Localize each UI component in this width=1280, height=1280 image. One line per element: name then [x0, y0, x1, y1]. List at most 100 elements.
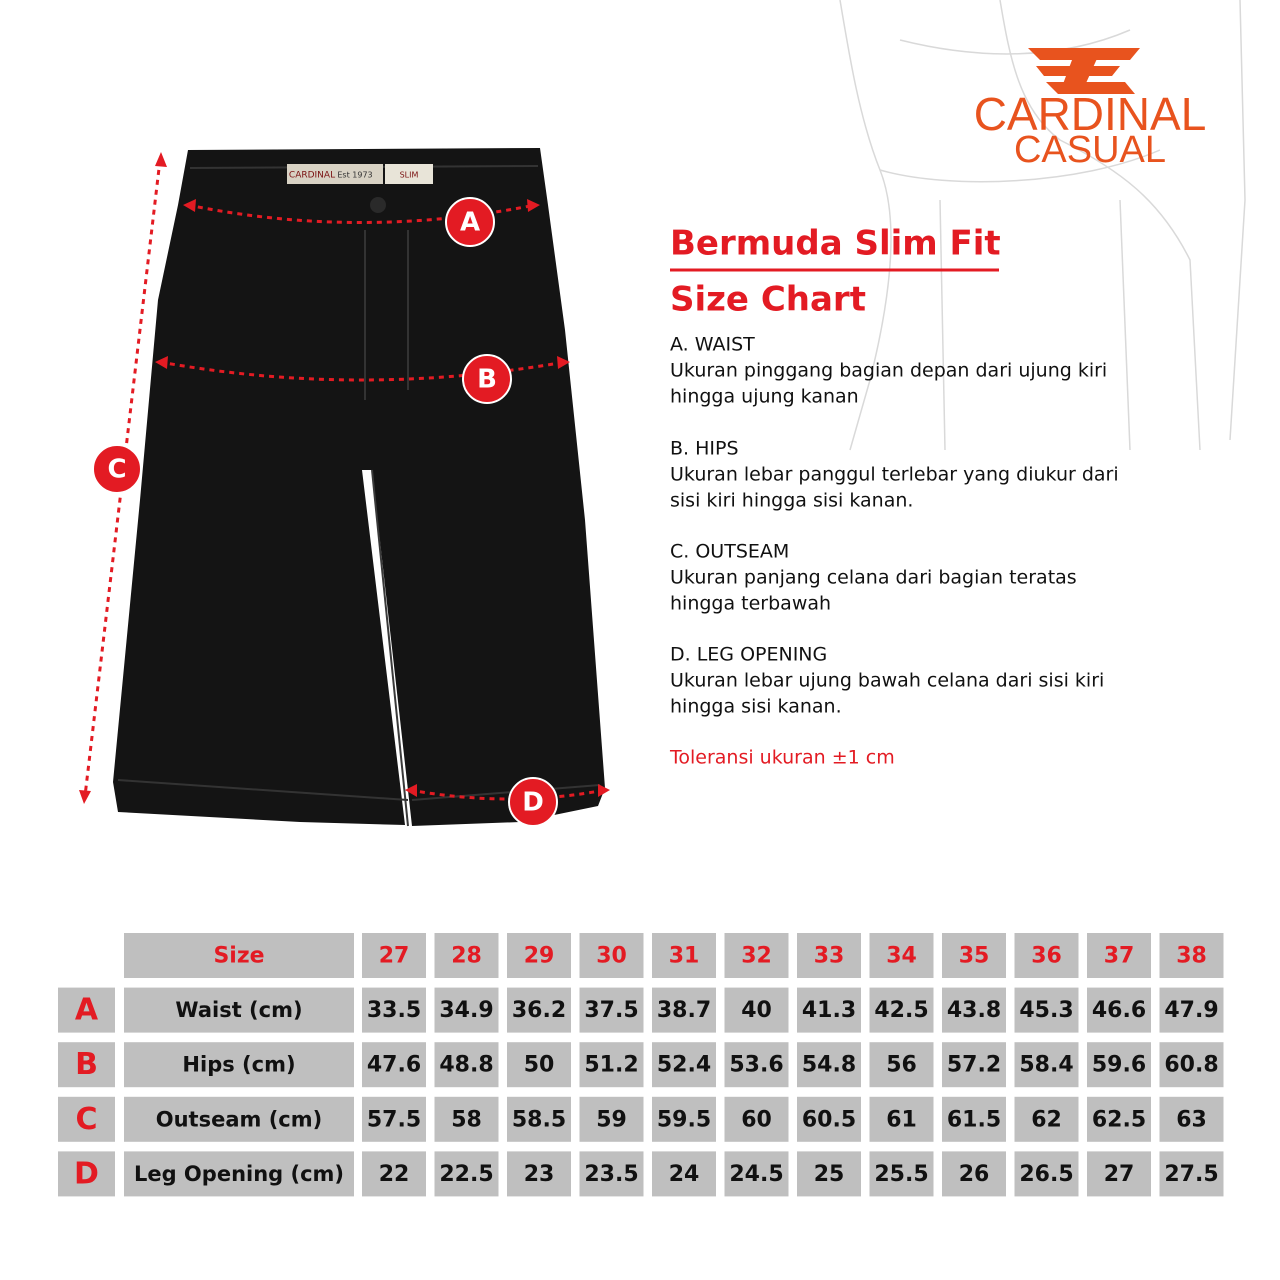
value-cell: [724, 1042, 789, 1088]
value: 60.8: [1164, 1053, 1218, 1078]
value-cell: [362, 987, 426, 1033]
value-cell: [507, 1096, 571, 1142]
measure-text: Ukuran lebar panggul terlebar yang diuku…: [670, 464, 1119, 486]
header-cell: [724, 933, 789, 978]
header-cell: [942, 933, 1006, 978]
size-table: Size 27 28 29 30 31 32 33 34 35 36 37 38 A Waist (cm) 3…: [58, 933, 1224, 1197]
value: 51.2: [584, 1053, 638, 1078]
size-label: 27: [379, 944, 410, 969]
value: 57.2: [947, 1053, 1001, 1078]
size-label: 31: [669, 944, 700, 969]
value-cell: [1014, 1151, 1079, 1197]
value-cell: [942, 1151, 1006, 1197]
measure-heading: A. WAIST: [670, 334, 755, 356]
value-cell: [652, 1096, 716, 1142]
brand-line1: CARDINAL: [974, 88, 1207, 140]
value: 22: [379, 1162, 410, 1187]
value: 25: [814, 1162, 845, 1187]
value-cell: [869, 1042, 934, 1088]
value: 22.5: [439, 1162, 493, 1187]
value: 36.2: [512, 998, 566, 1023]
value-cell: [1014, 1096, 1079, 1142]
value: 45.3: [1019, 998, 1073, 1023]
measure-heading: B. HIPS: [670, 438, 739, 460]
value-cell: [869, 1151, 934, 1197]
value: 42.5: [874, 998, 928, 1023]
header-cell: [124, 933, 354, 978]
value: 40: [741, 998, 772, 1023]
value: 62.5: [1092, 1107, 1146, 1132]
value: 60.5: [802, 1107, 856, 1132]
value: 47.6: [367, 1053, 421, 1078]
value-cell: [362, 1151, 426, 1197]
value: 47.9: [1164, 998, 1218, 1023]
tolerance: Toleransi ukuran ±1 cm: [669, 747, 895, 769]
value-cell: [579, 1042, 644, 1088]
subtitle: Size Chart: [670, 280, 866, 320]
measure-heading: D. LEG OPENING: [670, 644, 827, 666]
value-cell: [797, 1096, 861, 1142]
value-cell: [507, 987, 571, 1033]
value-cell: [1014, 987, 1079, 1033]
value-cell: [724, 1096, 789, 1142]
value-cell: [797, 1042, 861, 1088]
row-letter: B: [75, 1047, 98, 1082]
badge-circle: [508, 777, 558, 827]
header-cell: [362, 933, 426, 978]
value-cell: [652, 987, 716, 1033]
value: 43.8: [947, 998, 1001, 1023]
badge-circle: [445, 197, 495, 247]
value: 26.5: [1019, 1162, 1073, 1187]
value-cell: [1014, 1042, 1079, 1088]
value-cell: [362, 1096, 426, 1142]
row-label: Waist (cm): [175, 998, 302, 1022]
header-cell: [579, 933, 644, 978]
row-label: Outseam (cm): [156, 1107, 322, 1131]
value: 59.6: [1092, 1053, 1146, 1078]
value-cell: [797, 1151, 861, 1197]
value: 61.5: [947, 1107, 1001, 1132]
value: 50: [524, 1053, 555, 1078]
label-cell: [124, 1042, 354, 1088]
value: 62: [1031, 1107, 1062, 1132]
size-label: 35: [959, 944, 990, 969]
badge-circle: [462, 354, 512, 404]
value-cell: [579, 1096, 644, 1142]
measure-text: sisi kiri hingga sisi kanan.: [670, 490, 913, 512]
header-cell: [434, 933, 499, 978]
value-cell: [652, 1151, 716, 1197]
value-cell: [1087, 1096, 1151, 1142]
measure-text: hingga ujung kanan: [670, 386, 859, 408]
arrow-heads: [79, 152, 610, 804]
value: 58.4: [1019, 1053, 1073, 1078]
value: 37.5: [584, 998, 638, 1023]
value-cell: [1159, 1151, 1224, 1197]
value-cell: [579, 987, 644, 1033]
value: 26: [959, 1162, 990, 1187]
tag-est: Est 1973: [337, 171, 372, 180]
value: 24.5: [729, 1162, 783, 1187]
value-cell: [652, 1042, 716, 1088]
value-cell: [1159, 1096, 1224, 1142]
measure-heading: C. OUTSEAM: [670, 541, 789, 563]
background-sketch: [839, 0, 1246, 451]
shorts-illustration: [113, 148, 605, 827]
value: 24: [669, 1162, 700, 1187]
value: 46.6: [1092, 998, 1146, 1023]
size-label: 28: [451, 944, 482, 969]
value-cell: [362, 1042, 426, 1088]
label-cell: [124, 1096, 354, 1142]
value: 23: [524, 1162, 555, 1187]
badge-circle: [92, 444, 142, 494]
value-cell: [869, 1096, 934, 1142]
value-cell: [434, 1096, 499, 1142]
value-cell: [942, 1042, 1006, 1088]
value-cell: [1087, 987, 1151, 1033]
value: 33.5: [367, 998, 421, 1023]
value: 59: [596, 1107, 627, 1132]
value: 25.5: [874, 1162, 928, 1187]
size-label: 32: [741, 944, 772, 969]
value: 34.9: [439, 998, 493, 1023]
brand-logo-mark: [1028, 48, 1140, 94]
